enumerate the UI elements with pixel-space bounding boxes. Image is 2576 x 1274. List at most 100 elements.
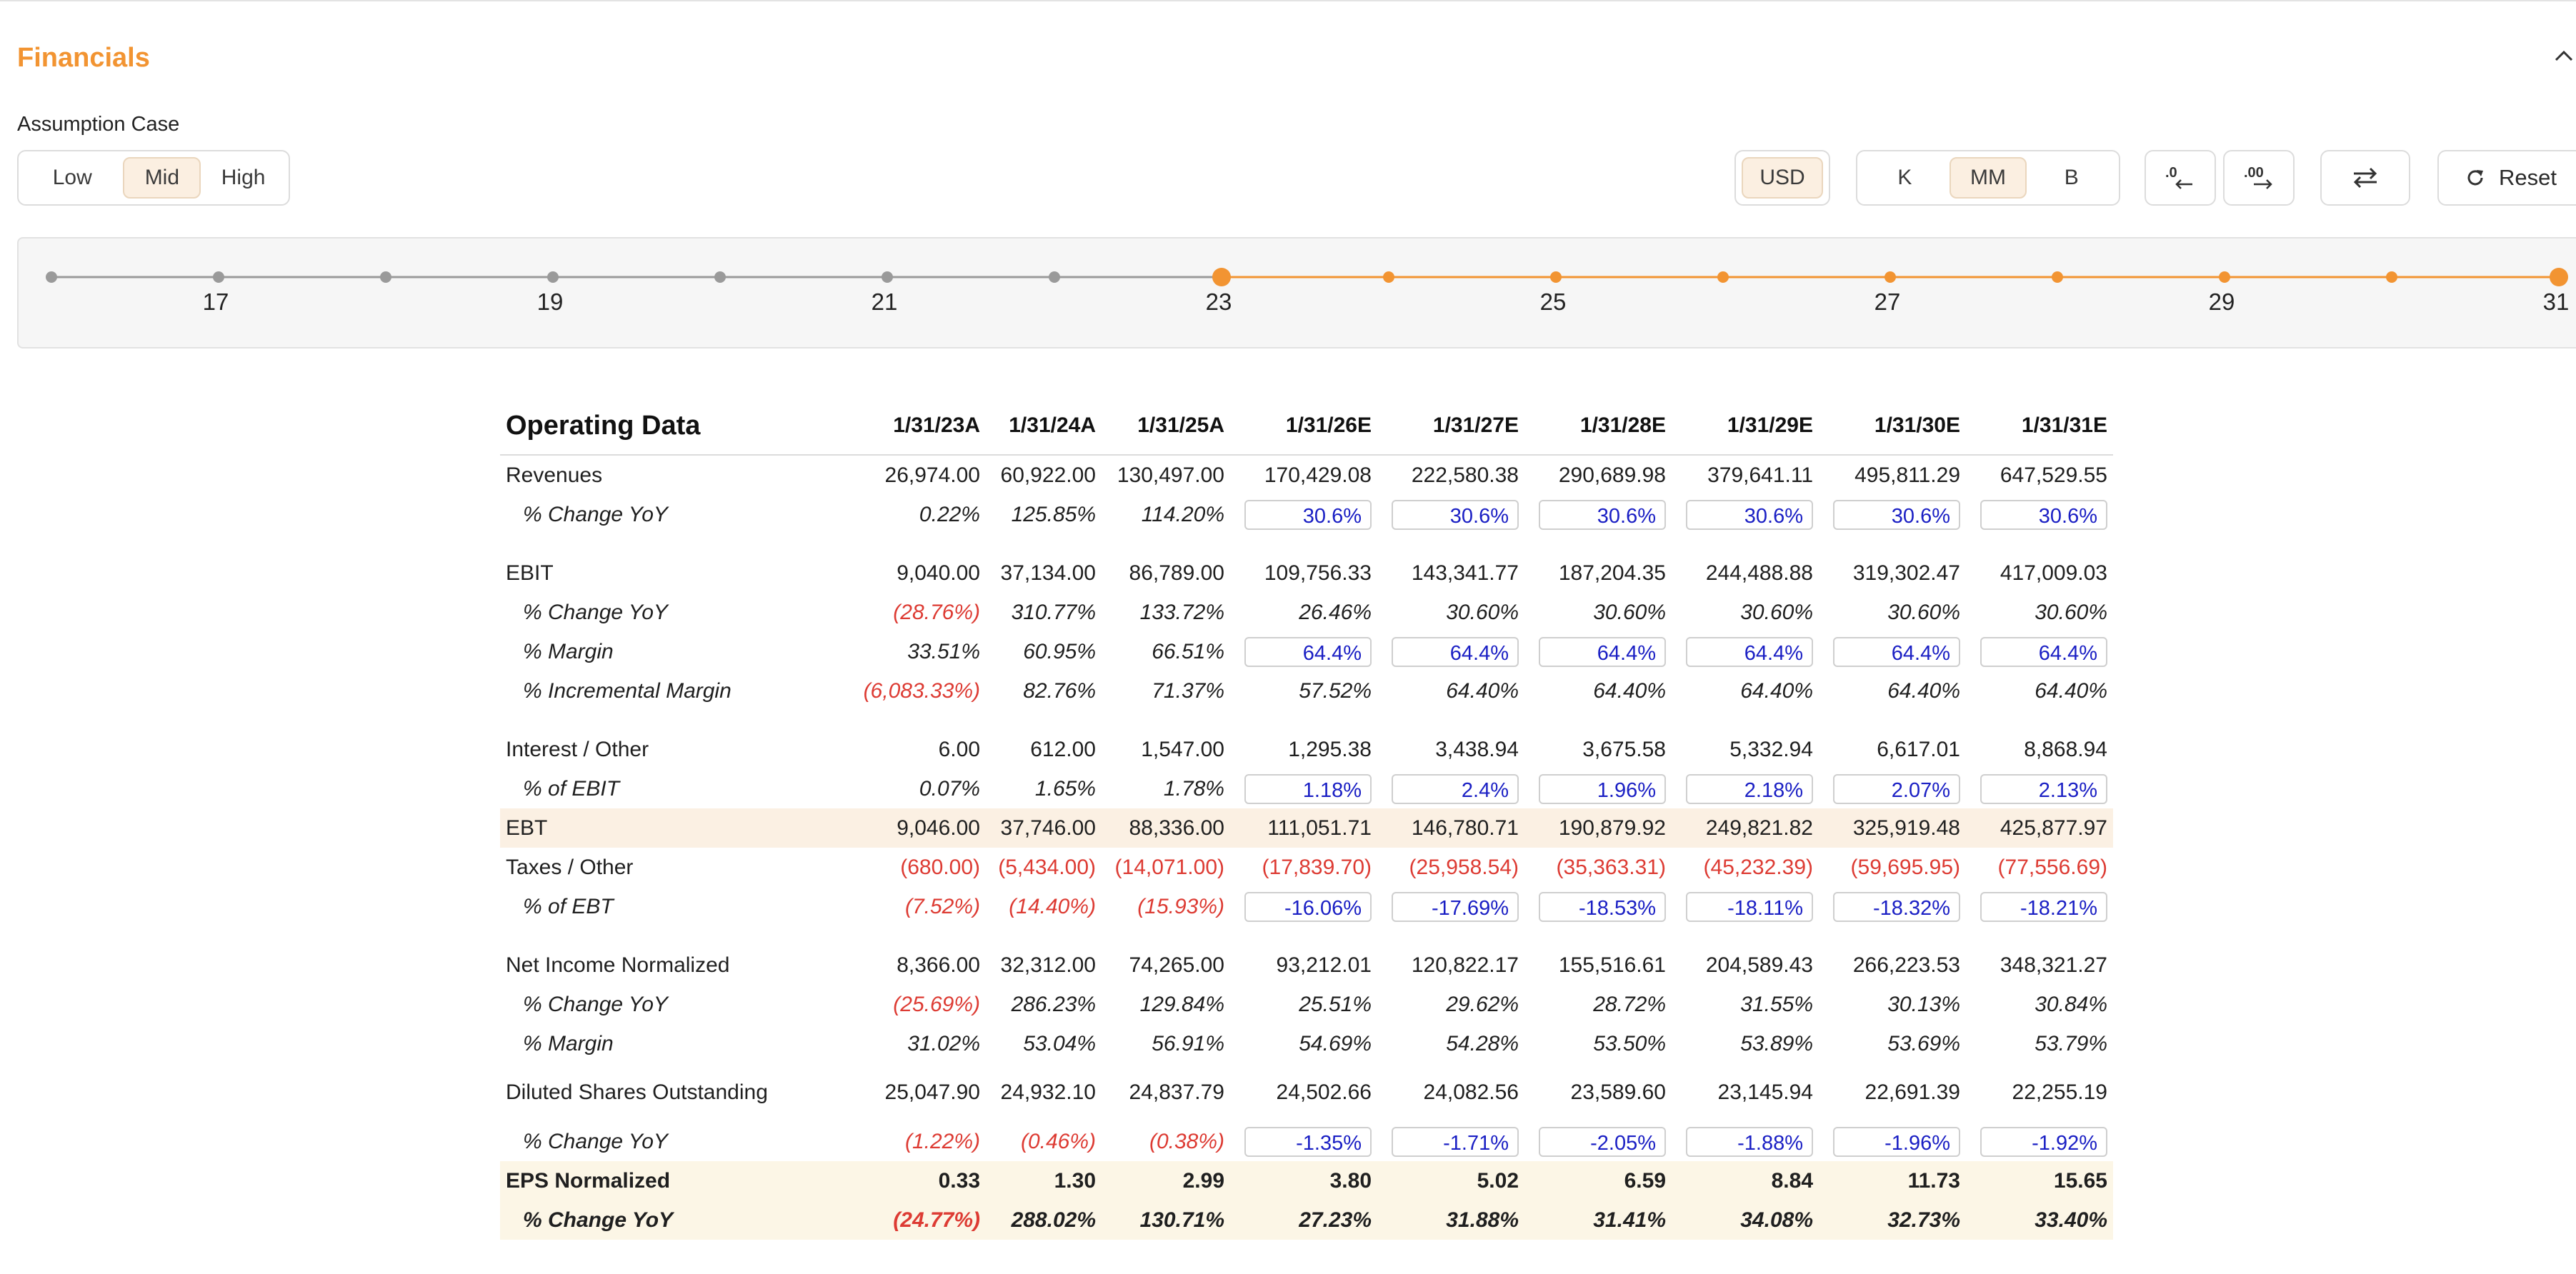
table-row: % of EBIT 0.07% 1.65% 1.78% 1.18% 2.4% 1.96% 2.…	[500, 769, 2113, 808]
value-cell: 146,780.71	[1377, 808, 1524, 848]
assumption-cell: 64.4%	[1230, 632, 1377, 671]
case-mid-button[interactable]: Mid	[123, 157, 201, 199]
value-cell: 190,879.92	[1524, 808, 1672, 848]
assumption-input[interactable]: 2.13%	[1980, 773, 2107, 804]
value-cell: 30.60%	[1740, 600, 1813, 624]
assumption-cell: 30.6%	[1966, 495, 2113, 534]
value-cell: 86,789.00	[1129, 561, 1224, 585]
row-label: EBIT	[506, 561, 554, 585]
value-cell: 60.95%	[1023, 639, 1096, 663]
assumption-input[interactable]: -16.06%	[1244, 891, 1372, 922]
value-cell: 53.50%	[1593, 1031, 1666, 1055]
decrease-decimals-button[interactable]: .0	[2145, 150, 2216, 206]
value-cell: 24,502.66	[1276, 1080, 1372, 1104]
assumption-input[interactable]: -1.92%	[1980, 1126, 2107, 1157]
timeline-label: 27	[1874, 289, 1901, 315]
value-cell: 290,689.98	[1558, 463, 1666, 487]
scale-mm-button[interactable]: MM	[1949, 157, 2027, 199]
decrease-decimals-icon: .0	[2165, 165, 2192, 189]
table-row: EBIT 9,040.00 37,134.00 86,789.00 109,756.33…	[500, 553, 2113, 593]
value-cell: (5,434.00)	[998, 855, 1096, 879]
assumption-input[interactable]: 64.4%	[1980, 636, 2107, 667]
assumption-cell: 30.6%	[1377, 495, 1524, 534]
value-cell: 348,321.27	[2000, 953, 2107, 977]
assumption-input[interactable]: 64.4%	[1244, 636, 1372, 667]
table-row: Net Income Normalized 8,366.00 32,312.00 74…	[500, 946, 2113, 985]
assumption-input[interactable]: -17.69%	[1392, 891, 1519, 922]
scale-b-button[interactable]: B	[2064, 166, 2079, 189]
value-cell: 417,009.03	[2000, 561, 2107, 585]
value-cell: 266,223.53	[1852, 953, 1960, 977]
year-range-slider[interactable]: 17 19 21 23 25 27 29 31	[17, 237, 2576, 348]
assumption-input[interactable]: 30.6%	[1833, 499, 1960, 530]
value-cell: 66.51%	[1152, 639, 1224, 663]
value-cell: 24,837.79	[1129, 1080, 1224, 1104]
assumption-input[interactable]: -1.96%	[1833, 1126, 1960, 1157]
value-cell: 31.55%	[1740, 992, 1813, 1016]
assumption-input[interactable]: 64.4%	[1539, 636, 1666, 667]
value-cell: 109,756.33	[1264, 561, 1372, 585]
value-cell: 495,811.29	[1854, 463, 1960, 487]
assumption-cell: 2.18%	[1672, 769, 1819, 808]
assumption-input[interactable]: -1.71%	[1392, 1126, 1519, 1157]
range-handle[interactable]	[2550, 268, 2568, 286]
value-cell: 24,932.10	[1000, 1080, 1096, 1104]
assumption-input[interactable]: 64.4%	[1392, 636, 1519, 667]
assumption-input[interactable]: -18.53%	[1539, 891, 1666, 922]
chevron-up-icon[interactable]	[2552, 44, 2576, 69]
assumption-input[interactable]: 1.18%	[1244, 773, 1372, 804]
reset-button[interactable]: Reset	[2437, 150, 2576, 206]
table-row: EPS Normalized 0.33 1.30 2.99 3.80 5.02 6.59 8.…	[500, 1161, 2113, 1200]
table-row: % Incremental Margin (6,083.33%) 82.76% 71.…	[500, 671, 2113, 711]
table-header-row: Operating Data 1/31/23A 1/31/24A 1/31/25…	[500, 397, 2113, 456]
spacer-cell	[500, 711, 2113, 730]
value-cell: 37,746.00	[986, 808, 1102, 848]
assumption-input[interactable]: -1.88%	[1686, 1126, 1813, 1157]
value-cell: (59,695.95)	[1850, 855, 1960, 879]
scale-k-button[interactable]: K	[1897, 166, 1912, 189]
year-range-track[interactable]: 17 19 21 23 25 27 29 31	[19, 239, 2576, 350]
case-high-button[interactable]: High	[221, 166, 266, 189]
currency-usd-button[interactable]: USD	[1742, 157, 1823, 199]
column-header: 1/31/31E	[1966, 397, 2113, 456]
increase-decimals-button[interactable]: .00	[2223, 150, 2295, 206]
assumption-input[interactable]: 30.6%	[1244, 499, 1372, 530]
assumption-input[interactable]: 64.4%	[1686, 636, 1813, 667]
swap-button[interactable]	[2320, 150, 2410, 206]
timeline-tick	[213, 271, 224, 283]
value-cell: 0.22%	[919, 502, 980, 526]
assumption-input[interactable]: 30.6%	[1392, 499, 1519, 530]
column-header: 1/31/26E	[1230, 397, 1377, 456]
value-cell: (14.40%)	[1009, 894, 1096, 918]
value-cell: 1,547.00	[1141, 737, 1224, 761]
assumption-input[interactable]: 30.6%	[1539, 499, 1666, 530]
value-cell: 6,617.01	[1877, 737, 1960, 761]
assumption-input[interactable]: -1.35%	[1244, 1126, 1372, 1157]
value-cell: 53.04%	[1023, 1031, 1096, 1055]
assumption-input[interactable]: 2.4%	[1392, 773, 1519, 804]
timeline-label: 17	[203, 289, 229, 315]
assumption-cell: -1.88%	[1672, 1122, 1819, 1161]
case-low-button[interactable]: Low	[52, 166, 92, 189]
assumption-input[interactable]: 2.18%	[1686, 773, 1813, 804]
value-cell: 23,589.60	[1570, 1080, 1666, 1104]
range-handle[interactable]	[1212, 268, 1231, 286]
value-cell: (45,232.39)	[1703, 855, 1813, 879]
timeline-label: 31	[2543, 289, 2570, 315]
table-row: % Change YoY 0.22% 125.85% 114.20% 30.6% 30.6…	[500, 495, 2113, 534]
assumption-input[interactable]: 1.96%	[1539, 773, 1666, 804]
value-cell: 3,675.58	[1582, 737, 1666, 761]
assumption-input[interactable]: -18.11%	[1686, 891, 1813, 922]
assumption-input[interactable]: -2.05%	[1539, 1126, 1666, 1157]
assumption-input[interactable]: -18.21%	[1980, 891, 2107, 922]
value-cell: 425,877.97	[1966, 808, 2113, 848]
assumption-input[interactable]: 64.4%	[1833, 636, 1960, 667]
table-spacer-row	[500, 711, 2113, 730]
assumption-cell: 64.4%	[1524, 632, 1672, 671]
assumption-input[interactable]: -18.32%	[1833, 891, 1960, 922]
value-cell: 612.00	[1030, 737, 1096, 761]
assumption-input[interactable]: 2.07%	[1833, 773, 1960, 804]
value-cell: 31.88%	[1377, 1200, 1524, 1240]
assumption-input[interactable]: 30.6%	[1686, 499, 1813, 530]
assumption-input[interactable]: 30.6%	[1980, 499, 2107, 530]
